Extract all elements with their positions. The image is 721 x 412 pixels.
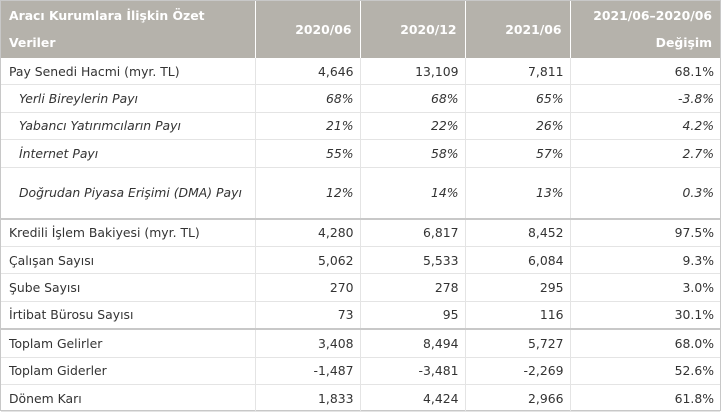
cell-2021-06: 6,084 xyxy=(465,246,571,275)
row-label: İnternet Payı xyxy=(1,139,256,168)
row-label: Çalışan Sayısı xyxy=(1,246,256,275)
cell-2020-12: 58% xyxy=(360,139,466,168)
table-header-row: Aracı Kurumlara İlişkin Özet Veriler 202… xyxy=(1,1,720,58)
table-row: Çalışan Sayısı 5,062 5,533 6,084 9.3% xyxy=(1,246,720,275)
row-label: Dönem Karı xyxy=(1,384,256,412)
cell-2020-06: 4,646 xyxy=(255,58,361,86)
cell-2020-06: 1,833 xyxy=(255,384,361,412)
table-row: Toplam Gelirler 3,408 8,494 5,727 68.0% xyxy=(1,328,720,358)
row-label: Kredili İşlem Bakiyesi (myr. TL) xyxy=(1,217,256,247)
row-label: İrtibat Bürosu Sayısı xyxy=(1,301,256,330)
cell-2021-06: 8,452 xyxy=(465,217,571,247)
cell-2020-06: -1,487 xyxy=(255,357,361,385)
cell-2020-12: 14% xyxy=(360,167,466,220)
cell-2021-06: 2,966 xyxy=(465,384,571,412)
cell-change: -3.8% xyxy=(570,84,720,113)
row-label: Doğrudan Piyasa Erişimi (DMA) Payı xyxy=(1,167,256,220)
cell-change: 68.1% xyxy=(570,58,720,86)
cell-2020-06: 3,408 xyxy=(255,328,361,358)
header-2020-06: 2020/06 xyxy=(255,1,361,58)
cell-change: 97.5% xyxy=(570,217,720,247)
cell-2020-06: 73 xyxy=(255,301,361,330)
row-label: Şube Sayısı xyxy=(1,273,256,302)
cell-2021-06: -2,269 xyxy=(465,357,571,385)
cell-2021-06: 7,811 xyxy=(465,58,571,86)
cell-2020-12: 6,817 xyxy=(360,217,466,247)
cell-change: 9.3% xyxy=(570,246,720,275)
table-row: İnternet Payı 55% 58% 57% 2.7% xyxy=(1,139,720,168)
cell-change: 30.1% xyxy=(570,301,720,330)
cell-2020-12: 68% xyxy=(360,84,466,113)
cell-2020-06: 12% xyxy=(255,167,361,220)
row-label: Toplam Gelirler xyxy=(1,328,256,358)
header-2021-06: 2021/06 xyxy=(465,1,571,58)
row-label: Toplam Giderler xyxy=(1,357,256,385)
cell-2020-06: 21% xyxy=(255,112,361,141)
cell-2020-06: 4,280 xyxy=(255,217,361,247)
cell-2020-12: 5,533 xyxy=(360,246,466,275)
header-title: Aracı Kurumlara İlişkin Özet Veriler xyxy=(1,1,256,58)
cell-2021-06: 116 xyxy=(465,301,571,330)
row-label: Pay Senedi Hacmi (myr. TL) xyxy=(1,58,256,86)
cell-2020-06: 5,062 xyxy=(255,246,361,275)
cell-change: 61.8% xyxy=(570,384,720,412)
cell-2021-06: 5,727 xyxy=(465,328,571,358)
row-label: Yerli Bireylerin Payı xyxy=(1,84,256,113)
header-2020-12: 2020/12 xyxy=(360,1,466,58)
cell-2021-06: 295 xyxy=(465,273,571,302)
cell-2020-12: 278 xyxy=(360,273,466,302)
header-change: 2021/06–2020/06 Değişim xyxy=(570,1,720,58)
cell-change: 3.0% xyxy=(570,273,720,302)
cell-2020-12: 4,424 xyxy=(360,384,466,412)
cell-2020-12: 13,109 xyxy=(360,58,466,86)
table-row: Şube Sayısı 270 278 295 3.0% xyxy=(1,273,720,302)
cell-2021-06: 26% xyxy=(465,112,571,141)
cell-2020-12: 95 xyxy=(360,301,466,330)
table-row: Yabancı Yatırımcıların Payı 21% 22% 26% … xyxy=(1,112,720,141)
cell-2020-06: 270 xyxy=(255,273,361,302)
table-row: İrtibat Bürosu Sayısı 73 95 116 30.1% xyxy=(1,301,720,330)
table-row: Kredili İşlem Bakiyesi (myr. TL) 4,280 6… xyxy=(1,217,720,247)
cell-2020-12: -3,481 xyxy=(360,357,466,385)
cell-change: 4.2% xyxy=(570,112,720,141)
cell-2020-12: 22% xyxy=(360,112,466,141)
table-row: Pay Senedi Hacmi (myr. TL) 4,646 13,109 … xyxy=(1,58,720,86)
cell-change: 68.0% xyxy=(570,328,720,358)
cell-change: 2.7% xyxy=(570,139,720,168)
cell-change: 52.6% xyxy=(570,357,720,385)
row-label: Yabancı Yatırımcıların Payı xyxy=(1,112,256,141)
cell-2021-06: 65% xyxy=(465,84,571,113)
table-row: Yerli Bireylerin Payı 68% 68% 65% -3.8% xyxy=(1,84,720,113)
table-row: Dönem Karı 1,833 4,424 2,966 61.8% xyxy=(1,384,720,412)
table-row: Toplam Giderler -1,487 -3,481 -2,269 52.… xyxy=(1,357,720,385)
cell-2020-12: 8,494 xyxy=(360,328,466,358)
table-row: Doğrudan Piyasa Erişimi (DMA) Payı 12% 1… xyxy=(1,167,720,220)
cell-change: 0.3% xyxy=(570,167,720,220)
cell-2020-06: 68% xyxy=(255,84,361,113)
cell-2021-06: 57% xyxy=(465,139,571,168)
cell-2020-06: 55% xyxy=(255,139,361,168)
cell-2021-06: 13% xyxy=(465,167,571,220)
